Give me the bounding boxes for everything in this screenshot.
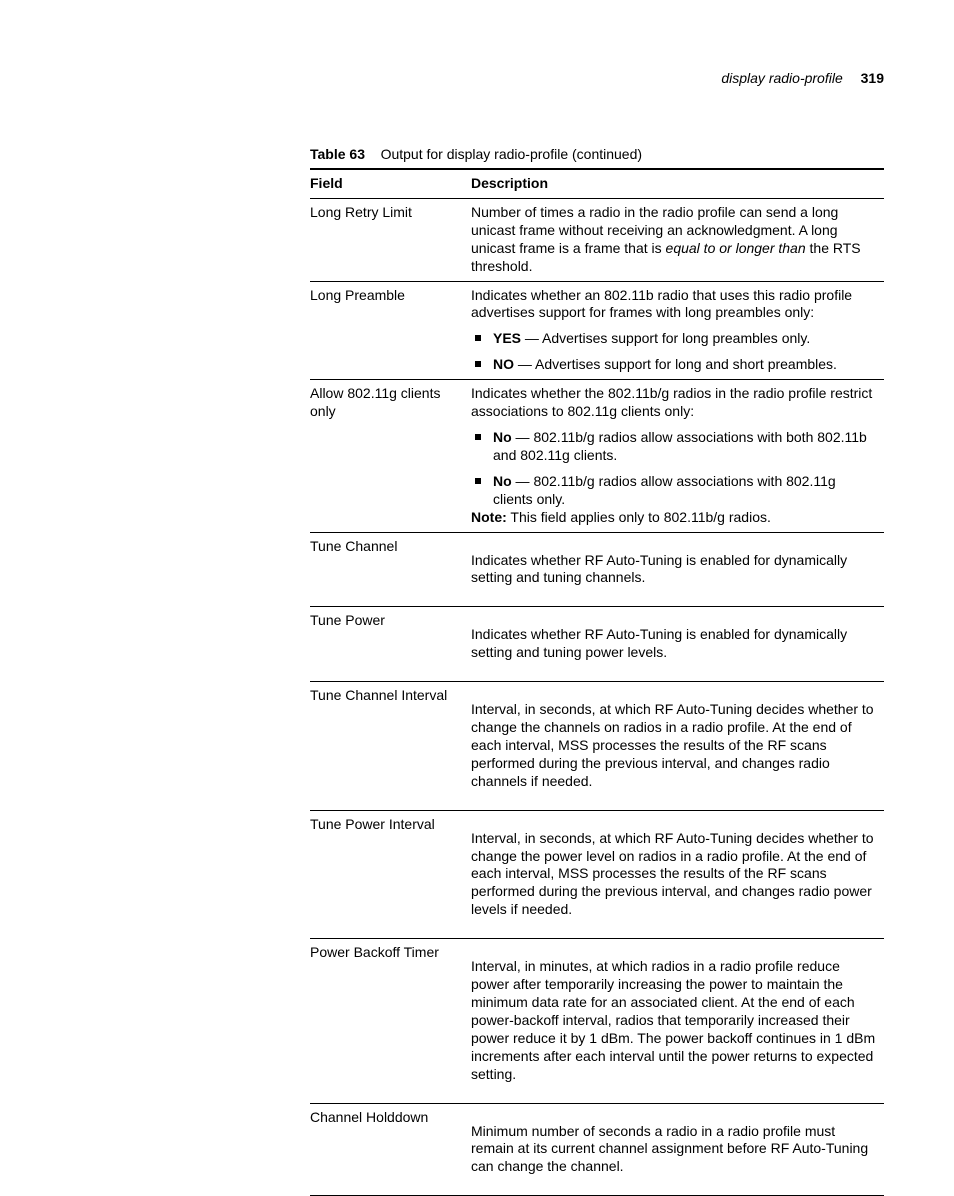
running-header: display radio-profile 319 <box>60 70 884 86</box>
table-row: Tune Channel Interval Interval, in secon… <box>310 682 884 811</box>
desc-text: Indicates whether RF Auto-Tuning is enab… <box>471 552 878 588</box>
list-item: YES — Advertises support for long preamb… <box>471 330 878 348</box>
bullet-strong: No <box>493 429 512 445</box>
table-row: Tune Power Interval Interval, in seconds… <box>310 810 884 939</box>
table-header-row: Field Description <box>310 169 884 198</box>
desc-text: Indicates whether an 802.11b radio that … <box>471 287 878 323</box>
field-cell: Power Backoff Timer <box>310 939 471 1103</box>
list-item: NO — Advertises support for long and sho… <box>471 356 878 374</box>
col-description: Description <box>471 169 884 198</box>
field-cell: Long Retry Limit <box>310 198 471 281</box>
desc-cell: Interval, in seconds, at which RF Auto-T… <box>471 682 884 811</box>
desc-cell: Indicates whether an 802.11b radio that … <box>471 281 884 380</box>
list-item: No — 802.11b/g radios allow associations… <box>471 473 878 509</box>
desc-text: Indicates whether the 802.11b/g radios i… <box>471 385 878 421</box>
desc-cell: Number of times a radio in the radio pro… <box>471 198 884 281</box>
desc-text: Interval, in minutes, at which radios in… <box>471 958 878 1083</box>
desc-cell: Interval, in minutes, at which radios in… <box>471 939 884 1103</box>
field-cell: Channel Holddown <box>310 1103 471 1196</box>
field-cell: Tune Channel Interval <box>310 682 471 811</box>
bullet-text: — Advertises support for long and short … <box>514 356 837 372</box>
col-field: Field <box>310 169 471 198</box>
bullet-text: — 802.11b/g radios allow associations wi… <box>493 429 867 463</box>
field-cell: Tune Channel <box>310 532 471 607</box>
table-row: Tune Channel Indicates whether RF Auto-T… <box>310 532 884 607</box>
desc-text: Interval, in seconds, at which RF Auto-T… <box>471 701 878 791</box>
desc-emph: equal to or longer than <box>666 240 806 256</box>
bullet-list: YES — Advertises support for long preamb… <box>471 330 878 374</box>
table-row: Allow 802.11g clients only Indicates whe… <box>310 380 884 532</box>
table-caption-label: Table 63 <box>310 146 365 162</box>
output-table: Field Description Long Retry Limit Numbe… <box>310 168 884 1196</box>
desc-cell: Indicates whether RF Auto-Tuning is enab… <box>471 607 884 682</box>
bullet-text: — Advertises support for long preambles … <box>521 330 810 346</box>
desc-cell: Indicates whether the 802.11b/g radios i… <box>471 380 884 532</box>
bullet-list: No — 802.11b/g radios allow associations… <box>471 429 878 509</box>
note-text: This field applies only to 802.11b/g rad… <box>507 509 771 525</box>
field-cell: Long Preamble <box>310 281 471 380</box>
bullet-text: — 802.11b/g radios allow associations wi… <box>493 473 836 507</box>
desc-text: Indicates whether RF Auto-Tuning is enab… <box>471 626 878 662</box>
desc-cell: Minimum number of seconds a radio in a r… <box>471 1103 884 1196</box>
page: display radio-profile 319 Table 63 Outpu… <box>0 0 954 1145</box>
bullet-strong: No <box>493 473 512 489</box>
page-number: 319 <box>861 70 884 86</box>
desc-text: Interval, in seconds, at which RF Auto-T… <box>471 830 878 920</box>
note-label: Note: <box>471 509 507 525</box>
desc-cell: Interval, in seconds, at which RF Auto-T… <box>471 810 884 939</box>
table-row: Long Preamble Indicates whether an 802.1… <box>310 281 884 380</box>
content-area: Table 63 Output for display radio-profil… <box>310 146 884 1196</box>
bullet-strong: YES <box>493 330 521 346</box>
desc-cell: Indicates whether RF Auto-Tuning is enab… <box>471 532 884 607</box>
field-cell: Tune Power Interval <box>310 810 471 939</box>
list-item: No — 802.11b/g radios allow associations… <box>471 429 878 465</box>
running-title: display radio-profile <box>721 70 842 86</box>
table-caption: Table 63 Output for display radio-profil… <box>310 146 884 162</box>
bullet-strong: NO <box>493 356 514 372</box>
table-caption-text: Output for display radio-profile (contin… <box>381 146 642 162</box>
table-row: Power Backoff Timer Interval, in minutes… <box>310 939 884 1103</box>
table-row: Tune Power Indicates whether RF Auto-Tun… <box>310 607 884 682</box>
table-row: Long Retry Limit Number of times a radio… <box>310 198 884 281</box>
table-row: Channel Holddown Minimum number of secon… <box>310 1103 884 1196</box>
field-cell: Allow 802.11g clients only <box>310 380 471 532</box>
field-cell: Tune Power <box>310 607 471 682</box>
desc-text: Minimum number of seconds a radio in a r… <box>471 1123 878 1177</box>
